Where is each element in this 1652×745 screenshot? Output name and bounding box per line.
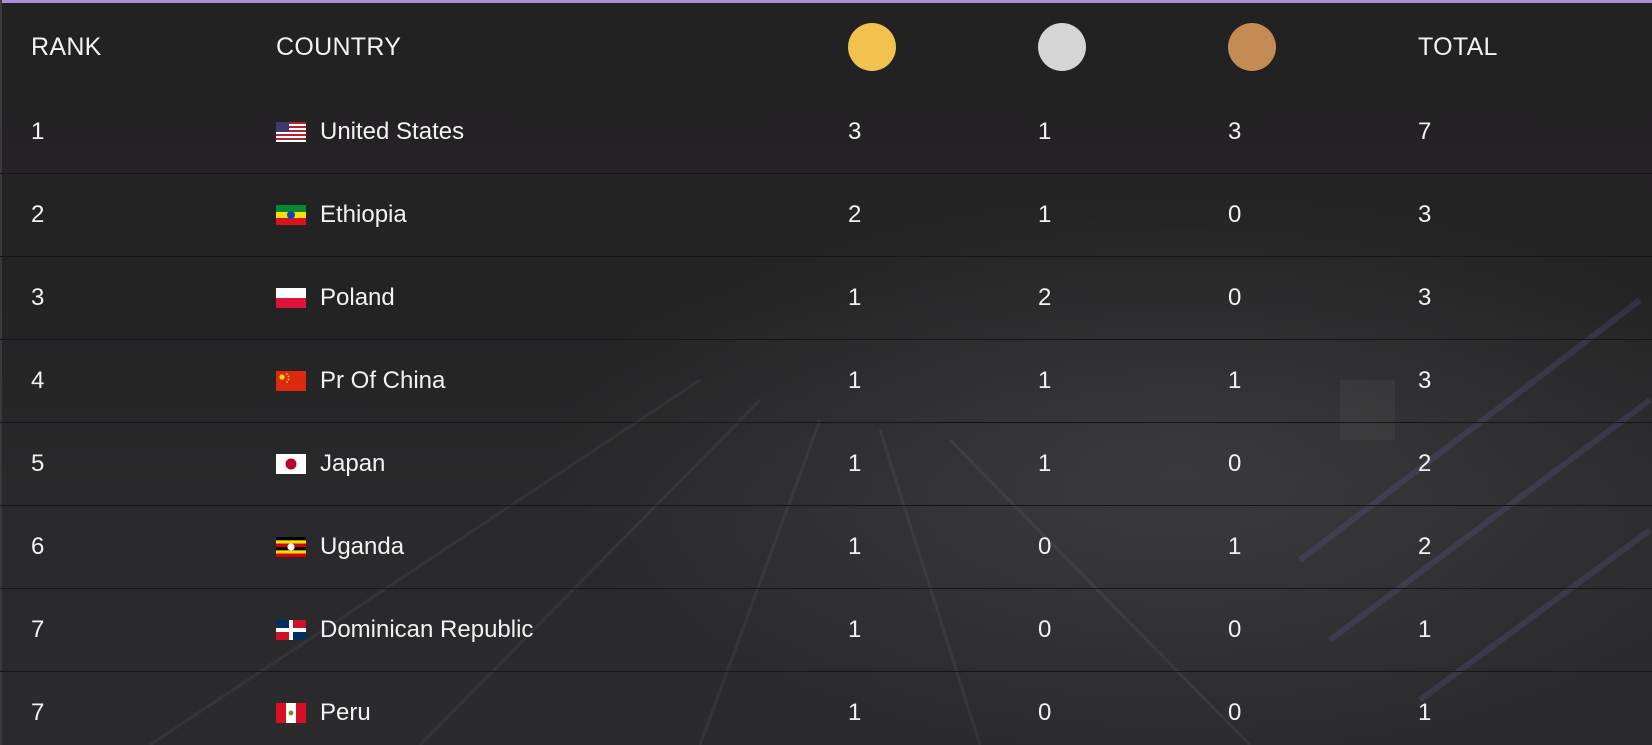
country-cell: Poland: [276, 257, 395, 339]
country-name: Ethiopia: [320, 201, 407, 228]
bronze-count: 0: [1228, 699, 1242, 726]
total-count: 3: [1418, 201, 1432, 228]
china-flag-icon: [276, 371, 306, 391]
country-name: Poland: [320, 284, 395, 311]
country-name: United States: [320, 118, 465, 145]
bronze-count: 0: [1228, 616, 1242, 643]
country-cell: Ethiopia: [276, 174, 407, 256]
total-count: 3: [1418, 284, 1432, 311]
total-count: 3: [1418, 367, 1432, 394]
silver-count: 2: [1038, 284, 1052, 311]
gold-count: 1: [848, 450, 862, 477]
gold-count: 1: [848, 616, 862, 643]
gold-count: 1: [848, 533, 862, 560]
bronze-count: 0: [1228, 284, 1242, 311]
silver-count: 0: [1038, 533, 1052, 560]
table-row[interactable]: 1 United States 3 1 3 7: [0, 91, 1652, 174]
country-name: Japan: [320, 450, 386, 477]
total-column-header[interactable]: TOTAL: [1418, 32, 1498, 61]
poland-flag-icon: [276, 288, 306, 308]
table-row[interactable]: 7 Peru 1 0 0 1: [0, 672, 1652, 745]
rank-cell: 1: [31, 118, 45, 145]
country-cell: Dominican Republic: [276, 589, 533, 671]
silver-count: 0: [1038, 616, 1052, 643]
country-cell: Uganda: [276, 506, 404, 588]
total-count: 7: [1418, 118, 1432, 145]
gold-medal-column-header[interactable]: [848, 3, 896, 91]
silver-count: 1: [1038, 201, 1052, 228]
table-header-row: RANK COUNTRY TOTAL: [0, 3, 1652, 91]
bronze-medal-icon: [1228, 23, 1276, 71]
country-name: Uganda: [320, 533, 405, 560]
us-flag-icon: [276, 122, 306, 142]
rank-cell: 6: [31, 533, 45, 560]
gold-count: 1: [848, 699, 862, 726]
country-cell: United States: [276, 91, 464, 173]
table-row[interactable]: 5 Japan 1 1 0 2: [0, 423, 1652, 506]
silver-count: 1: [1038, 118, 1052, 145]
bronze-count: 1: [1228, 533, 1242, 560]
country-cell: Peru: [276, 672, 371, 745]
rank-cell: 5: [31, 450, 45, 477]
bronze-count: 1: [1228, 367, 1242, 394]
gold-count: 1: [848, 284, 862, 311]
total-count: 2: [1418, 450, 1432, 477]
left-border: [0, 0, 2, 745]
country-cell: Pr Of China: [276, 340, 445, 422]
country-column-header[interactable]: COUNTRY: [276, 32, 402, 61]
silver-medal-icon: [1038, 23, 1086, 71]
table-row[interactable]: 4 Pr Of China 1 1 1 3: [0, 340, 1652, 423]
dominican-republic-flag-icon: [276, 620, 306, 640]
gold-count: 1: [848, 367, 862, 394]
silver-count: 0: [1038, 699, 1052, 726]
silver-count: 1: [1038, 367, 1052, 394]
rank-cell: 2: [31, 201, 45, 228]
gold-count: 2: [848, 201, 862, 228]
total-count: 2: [1418, 533, 1432, 560]
rank-cell: 7: [31, 616, 45, 643]
rank-column-header[interactable]: RANK: [31, 32, 102, 61]
table-row[interactable]: 2 Ethiopia 2 1 0 3: [0, 174, 1652, 257]
silver-medal-column-header[interactable]: [1038, 3, 1086, 91]
rank-cell: 7: [31, 699, 45, 726]
bronze-count: 0: [1228, 450, 1242, 477]
accent-top-border: [0, 0, 1652, 3]
country-name: Pr Of China: [320, 367, 446, 394]
ethiopia-flag-icon: [276, 205, 306, 225]
country-name: Dominican Republic: [320, 616, 534, 643]
table-row[interactable]: 7 Dominican Republic 1 0 0 1: [0, 589, 1652, 672]
total-count: 1: [1418, 616, 1432, 643]
country-cell: Japan: [276, 423, 385, 505]
total-count: 1: [1418, 699, 1432, 726]
silver-count: 1: [1038, 450, 1052, 477]
rank-cell: 4: [31, 367, 45, 394]
peru-flag-icon: [276, 703, 306, 723]
gold-count: 3: [848, 118, 862, 145]
country-name: Peru: [320, 699, 371, 726]
bronze-count: 0: [1228, 201, 1242, 228]
table-row[interactable]: 6 Uganda 1 0 1 2: [0, 506, 1652, 589]
rank-cell: 3: [31, 284, 45, 311]
bronze-count: 3: [1228, 118, 1242, 145]
japan-flag-icon: [276, 454, 306, 474]
gold-medal-icon: [848, 23, 896, 71]
medal-table: RANK COUNTRY TOTAL 1: [0, 3, 1652, 745]
bronze-medal-column-header[interactable]: [1228, 3, 1276, 91]
uganda-flag-icon: [276, 537, 306, 557]
table-row[interactable]: 3 Poland 1 2 0 3: [0, 257, 1652, 340]
